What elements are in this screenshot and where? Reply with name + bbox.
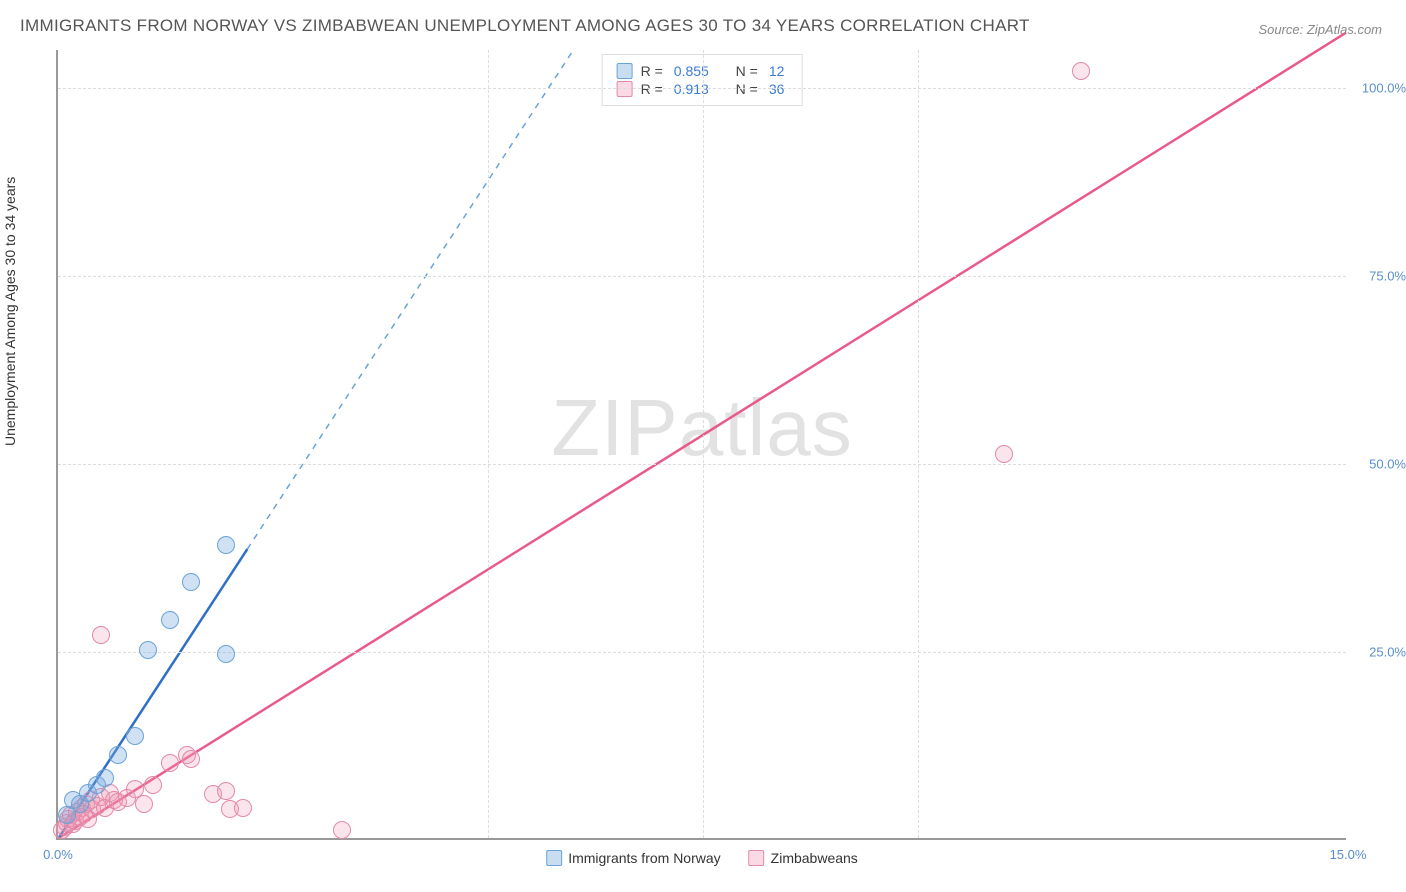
data-point [135,795,153,813]
grid-line-h [58,652,1346,653]
legend-label: Zimbabweans [771,850,858,866]
legend-r-label: R = [641,81,663,97]
grid-line-h [58,88,1346,89]
swatch-blue-icon [617,63,633,79]
swatch-blue-icon [546,850,562,866]
x-tick-label: 15.0% [1330,847,1367,862]
legend-item-blue: Immigrants from Norway [546,850,720,866]
y-tick-label: 25.0% [1369,644,1406,659]
data-point [96,769,114,787]
chart-title: IMMIGRANTS FROM NORWAY VS ZIMBABWEAN UNE… [20,16,1030,36]
x-tick-label: 0.0% [43,847,73,862]
legend-stats-row-pink: R = 0.913 N = 36 [617,81,788,97]
legend-series: Immigrants from Norway Zimbabweans [546,850,858,866]
data-point [126,727,144,745]
grid-line-h [58,464,1346,465]
legend-n-label: N = [736,81,758,97]
data-point [234,799,252,817]
data-point [161,611,179,629]
y-tick-label: 75.0% [1369,268,1406,283]
swatch-pink-icon [749,850,765,866]
data-point [182,750,200,768]
source-attribution: Source: ZipAtlas.com [1258,22,1382,37]
grid-line-v [488,50,489,838]
legend-label: Immigrants from Norway [568,850,720,866]
legend-stats-row-blue: R = 0.855 N = 12 [617,63,788,79]
y-tick-label: 100.0% [1362,80,1406,95]
grid-line-v [918,50,919,838]
data-point [333,821,351,839]
legend-n-value: 36 [769,81,785,97]
data-point [995,445,1013,463]
plot-area: ZIPatlas R = 0.855 N = 12 R = 0.913 N = … [56,50,1346,840]
trend-lines-layer [58,50,1346,838]
data-point [161,754,179,772]
data-point [92,626,110,644]
data-point [139,641,157,659]
y-tick-label: 50.0% [1369,456,1406,471]
grid-line-h [58,276,1346,277]
legend-n-value: 12 [769,63,785,79]
legend-r-label: R = [641,63,663,79]
legend-n-label: N = [736,63,758,79]
data-point [1072,62,1090,80]
data-point [109,746,127,764]
legend-stats: R = 0.855 N = 12 R = 0.913 N = 36 [602,54,803,106]
data-point [217,536,235,554]
data-point [217,782,235,800]
y-axis-label: Unemployment Among Ages 30 to 34 years [2,177,18,446]
swatch-pink-icon [617,81,633,97]
watermark-text: ZIPatlas [551,382,852,474]
grid-line-v [703,50,704,838]
data-point [217,645,235,663]
data-point [144,776,162,794]
legend-item-pink: Zimbabweans [749,850,858,866]
data-point [182,573,200,591]
